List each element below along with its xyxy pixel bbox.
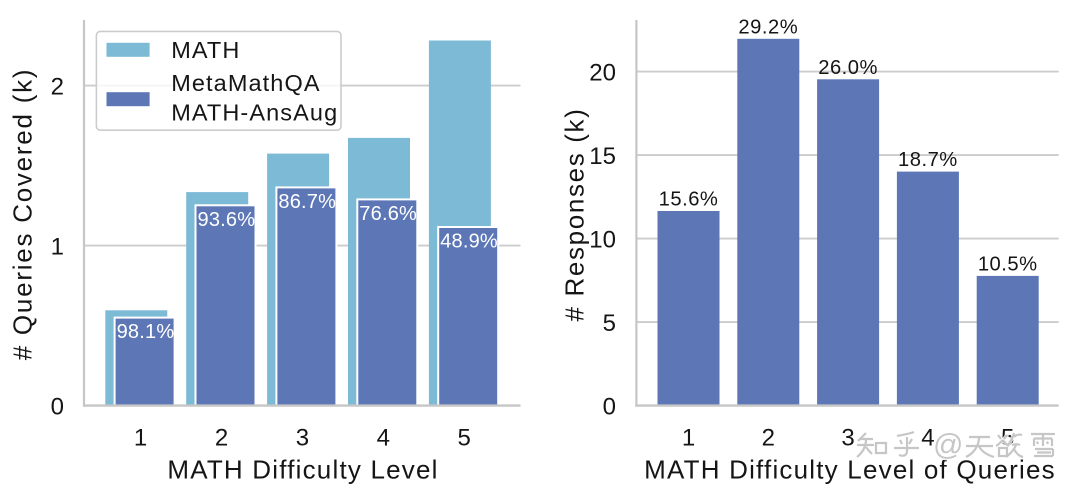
svg-text:86.7%: 86.7% xyxy=(278,191,336,213)
svg-text:98.1%: 98.1% xyxy=(117,321,175,343)
svg-text:# Queries Covered (k): # Queries Covered (k) xyxy=(8,68,38,361)
svg-text:MATH: MATH xyxy=(171,37,240,63)
svg-text:0: 0 xyxy=(51,394,64,421)
svg-text:4: 4 xyxy=(377,425,390,452)
svg-text:0: 0 xyxy=(603,394,616,421)
svg-text:20: 20 xyxy=(589,60,616,87)
svg-text:1: 1 xyxy=(682,425,695,452)
svg-text:93.6%: 93.6% xyxy=(198,209,256,231)
svg-text:4: 4 xyxy=(921,425,934,452)
svg-text:10.5%: 10.5% xyxy=(978,253,1038,275)
svg-text:MATH-AnsAug: MATH-AnsAug xyxy=(171,99,338,125)
svg-text:76.6%: 76.6% xyxy=(359,203,417,225)
svg-text:5: 5 xyxy=(603,310,616,337)
svg-text:26.0%: 26.0% xyxy=(818,57,878,79)
svg-text:@: @ xyxy=(933,429,963,462)
svg-text:MATH Difficulty Level: MATH Difficulty Level xyxy=(167,455,438,485)
svg-text:15.6%: 15.6% xyxy=(659,189,719,211)
svg-text:@: @ xyxy=(933,429,963,462)
svg-text:1: 1 xyxy=(134,425,147,452)
svg-text:MetaMathQA: MetaMathQA xyxy=(171,70,320,96)
svg-text:10: 10 xyxy=(589,227,616,254)
svg-text:15: 15 xyxy=(589,143,616,170)
svg-text:3: 3 xyxy=(841,425,854,452)
svg-text:3: 3 xyxy=(296,425,309,452)
svg-text:48.9%: 48.9% xyxy=(440,231,498,253)
svg-text:5: 5 xyxy=(458,425,471,452)
svg-text:# Responses (k): # Responses (k) xyxy=(560,107,590,321)
svg-text:29.2%: 29.2% xyxy=(738,16,798,38)
svg-text:18.7%: 18.7% xyxy=(898,149,958,171)
svg-text:2: 2 xyxy=(762,425,775,452)
svg-text:1: 1 xyxy=(51,234,64,261)
svg-text:2: 2 xyxy=(215,425,228,452)
svg-text:MATH Difficulty Level of Queri: MATH Difficulty Level of Queries xyxy=(644,455,1056,485)
svg-text:2: 2 xyxy=(51,74,64,101)
